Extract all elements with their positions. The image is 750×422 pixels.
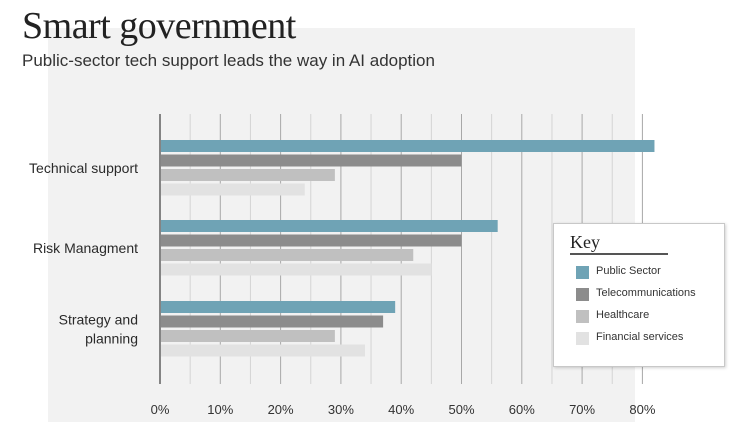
legend-title: Key bbox=[570, 232, 600, 252]
x-tick-label-30: 30% bbox=[328, 402, 354, 417]
x-tick-label-60: 60% bbox=[509, 402, 535, 417]
x-tick-label-70: 70% bbox=[569, 402, 595, 417]
x-tick-label-80: 80% bbox=[629, 402, 655, 417]
bar-technical-support-financial-services bbox=[161, 183, 305, 196]
legend-swatch-healthcare bbox=[576, 310, 589, 323]
bar-risk-managment-public-sector bbox=[161, 220, 498, 232]
bar-risk-managment-telecommunications bbox=[161, 234, 462, 247]
legend-label-telecommunications: Telecommunications bbox=[596, 287, 696, 299]
legend-swatch-telecommunications bbox=[576, 288, 589, 301]
bar-layer bbox=[161, 140, 655, 357]
legend: Key Public Sector Telecommunications Hea… bbox=[553, 223, 725, 367]
label-layer: 0% 10% 20% 30% 40% 50% 60% 70% 80% Technical supp… bbox=[29, 160, 656, 417]
bar-strategy-and-planning-financial-services bbox=[161, 344, 366, 357]
bar-technical-support-public-sector bbox=[161, 140, 655, 152]
x-tick-label-20: 20% bbox=[268, 402, 294, 417]
legend-label-public-sector: Public Sector bbox=[596, 265, 661, 277]
bar-strategy-and-planning-healthcare bbox=[161, 330, 335, 342]
category-label-risk-managment: Risk Managment bbox=[33, 240, 138, 256]
bar-risk-managment-healthcare bbox=[161, 249, 414, 261]
legend-label-financial-services: Financial services bbox=[596, 331, 684, 343]
category-label-strategy-and-planning-line-2: planning bbox=[85, 330, 138, 346]
bar-strategy-and-planning-telecommunications bbox=[161, 315, 384, 328]
category-label-strategy-and-planning-line-1: Strategy and bbox=[59, 311, 138, 327]
legend-swatch-public-sector bbox=[576, 266, 589, 279]
bar-strategy-and-planning-public-sector bbox=[161, 301, 396, 313]
x-tick-label-40: 40% bbox=[388, 402, 414, 417]
x-tick-label-50: 50% bbox=[448, 402, 474, 417]
x-tick-label-10: 10% bbox=[207, 402, 233, 417]
category-label-technical-support: Technical support bbox=[29, 160, 138, 176]
chart-subtitle: Public-sector tech support leads the way… bbox=[22, 51, 435, 70]
legend-swatch-financial-services bbox=[576, 332, 589, 345]
legend-divider bbox=[570, 253, 668, 255]
x-tick-label-0: 0% bbox=[151, 402, 170, 417]
legend-label-healthcare: Healthcare bbox=[596, 309, 650, 321]
bar-technical-support-healthcare bbox=[161, 169, 335, 181]
bar-technical-support-telecommunications bbox=[161, 154, 462, 167]
chart-title: Smart government bbox=[22, 5, 296, 47]
bar-risk-managment-financial-services bbox=[161, 263, 432, 276]
